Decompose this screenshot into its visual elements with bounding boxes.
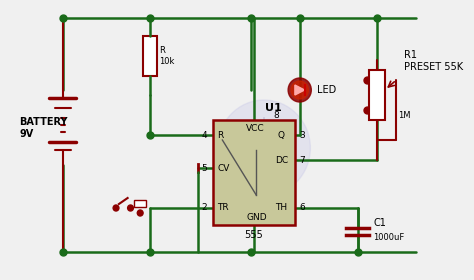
- Circle shape: [128, 205, 133, 211]
- Circle shape: [137, 210, 143, 216]
- Text: VCC: VCC: [246, 123, 264, 132]
- Text: 1M: 1M: [398, 111, 411, 120]
- Text: R
10k: R 10k: [160, 46, 175, 66]
- Polygon shape: [295, 85, 305, 95]
- FancyBboxPatch shape: [135, 200, 146, 207]
- FancyBboxPatch shape: [143, 36, 156, 76]
- Text: 7: 7: [300, 155, 305, 165]
- Text: 8: 8: [273, 111, 279, 120]
- Text: 4: 4: [201, 130, 207, 139]
- Text: BATTERY
9V: BATTERY 9V: [19, 117, 68, 139]
- Text: 1000uF: 1000uF: [373, 234, 404, 242]
- Circle shape: [291, 81, 309, 99]
- Text: R1
PRESET 55K: R1 PRESET 55K: [404, 50, 463, 72]
- Text: TR: TR: [218, 204, 229, 213]
- Text: 3: 3: [300, 130, 305, 139]
- FancyBboxPatch shape: [213, 120, 295, 225]
- Text: C1: C1: [373, 218, 386, 228]
- Text: GND: GND: [246, 213, 267, 221]
- Text: 2: 2: [201, 204, 207, 213]
- Text: DC: DC: [275, 155, 289, 165]
- Text: U1: U1: [265, 103, 282, 113]
- Text: Q: Q: [277, 130, 284, 139]
- Text: LED: LED: [317, 85, 337, 95]
- Circle shape: [288, 78, 311, 102]
- Text: 5: 5: [201, 164, 207, 172]
- Text: CV: CV: [218, 164, 230, 172]
- Text: 6: 6: [300, 204, 305, 213]
- Text: R: R: [218, 130, 224, 139]
- Circle shape: [218, 100, 310, 196]
- Circle shape: [113, 205, 119, 211]
- Text: 555: 555: [245, 230, 263, 240]
- Text: TH: TH: [275, 204, 288, 213]
- FancyBboxPatch shape: [369, 70, 385, 120]
